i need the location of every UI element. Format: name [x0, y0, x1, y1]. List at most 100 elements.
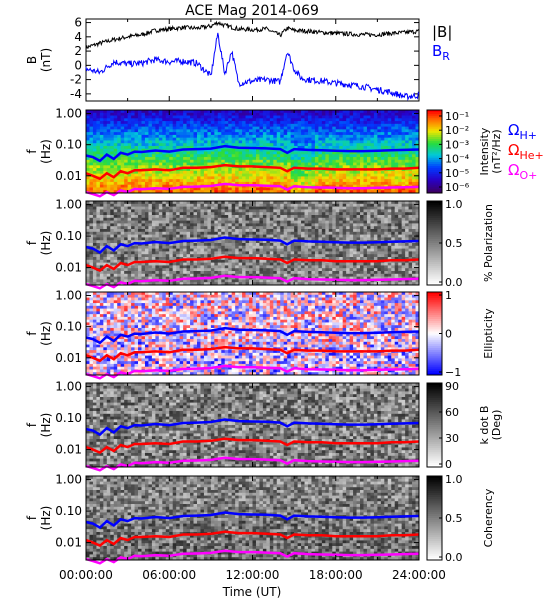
spectrogram-cell — [395, 171, 399, 174]
spectrogram-cell — [166, 249, 170, 252]
spectrogram-cell — [239, 179, 243, 182]
spectrogram-cell — [180, 135, 184, 138]
spectrogram-cell — [131, 251, 135, 254]
spectrogram-cell — [301, 212, 305, 215]
spectrogram-cell — [93, 121, 97, 124]
spectrogram-cell — [114, 240, 118, 243]
spectrogram-cell — [280, 176, 284, 179]
spectrogram-cell — [128, 271, 132, 274]
spectrogram-cell — [110, 251, 114, 254]
spectrogram-cell — [301, 135, 305, 138]
spectrogram-cell — [322, 129, 326, 132]
spectrogram-cell — [128, 229, 132, 232]
spectrogram-cell — [305, 132, 309, 135]
spectrogram-cell — [256, 246, 260, 249]
spectrogram-cell — [176, 160, 180, 163]
spectrogram-cell — [211, 265, 215, 268]
spectrogram-cell — [284, 232, 288, 235]
spectrogram-cell — [114, 274, 118, 277]
spectrogram-cell — [166, 140, 170, 143]
spectrogram-cell — [398, 160, 402, 163]
spectrogram-cell — [263, 116, 267, 119]
spectrogram-cell — [256, 232, 260, 235]
spectrogram-cell — [291, 182, 295, 185]
spectrogram-cell — [187, 249, 191, 252]
spectrogram-cell — [225, 149, 229, 152]
spectrogram-cell — [93, 223, 97, 226]
spectrogram-cell — [169, 246, 173, 249]
spectrogram-cell — [263, 218, 267, 221]
spectrogram-cell — [207, 268, 211, 271]
spectrogram-cell — [402, 113, 406, 116]
spectrogram-cell — [322, 154, 326, 157]
spectrogram-cell — [315, 132, 319, 135]
spectrogram-cell — [166, 165, 170, 168]
spectrogram-cell — [259, 254, 263, 257]
spectrogram-cell — [395, 176, 399, 179]
spectrogram-cell — [190, 246, 194, 249]
spectrogram-cell — [301, 246, 305, 249]
spectrogram-cell — [117, 118, 121, 121]
spectrogram-cell — [110, 279, 114, 282]
spectrogram-cell — [204, 204, 208, 207]
spectrogram-cell — [315, 157, 319, 160]
spectrogram-cell — [232, 187, 236, 190]
spectrogram-cell — [214, 179, 218, 182]
spectrogram-cell — [89, 279, 93, 282]
spectrogram-cell — [284, 209, 288, 212]
spectrogram-cell — [103, 221, 107, 224]
spectrogram-cell — [180, 157, 184, 160]
spectrogram-cell — [121, 274, 125, 277]
spectrogram-cell — [114, 237, 118, 240]
spectrogram-cell — [194, 171, 198, 174]
spectrogram-cell — [218, 221, 222, 224]
spectrogram-cell — [266, 157, 270, 160]
spectrogram-cell — [367, 116, 371, 119]
spectrogram-cell — [173, 132, 177, 135]
spectrogram-cell — [284, 218, 288, 221]
spectrogram-cell — [280, 140, 284, 143]
spectrogram-cell — [207, 207, 211, 210]
spectrogram-cell — [280, 271, 284, 274]
spectrogram-cell — [294, 140, 298, 143]
spectrogram-cell — [190, 118, 194, 121]
spectrogram-cell — [159, 124, 163, 127]
spectrogram-cell — [280, 229, 284, 232]
spectrogram-cell — [298, 229, 302, 232]
spectrogram-cell — [259, 235, 263, 238]
spectrogram-cell — [117, 223, 121, 226]
spectrogram-cell — [169, 132, 173, 135]
spectrogram-cell — [294, 179, 298, 182]
spectrogram-cell — [263, 113, 267, 116]
spectrogram-cell — [166, 209, 170, 212]
spectrogram-cell — [395, 179, 399, 182]
spectrogram-cell — [329, 160, 333, 163]
spectrogram-cell — [124, 135, 128, 138]
spectrogram-cell — [273, 279, 277, 282]
spectrogram-cell — [325, 135, 329, 138]
spectrogram-cell — [405, 154, 409, 157]
spectrogram-cell — [239, 116, 243, 119]
spectrogram-cell — [270, 113, 274, 116]
spectrogram-cell — [200, 187, 204, 190]
spectrogram-cell — [128, 163, 132, 166]
spectrogram-cell — [114, 243, 118, 246]
spectrogram-cell — [298, 140, 302, 143]
spectrogram-cell — [190, 251, 194, 254]
spectrogram-cell — [291, 223, 295, 226]
spectrogram-cell — [270, 116, 274, 119]
spectrogram-cell — [96, 212, 100, 215]
spectrogram-cell — [336, 171, 340, 174]
spectrogram-cell — [249, 246, 253, 249]
spectrogram-cell — [152, 143, 156, 146]
spectrogram-cell — [346, 118, 350, 121]
spectrogram-cell — [235, 265, 239, 268]
spectrogram-cell — [287, 265, 291, 268]
spectrogram-cell — [131, 163, 135, 166]
spectrogram-cell — [194, 232, 198, 235]
spectrogram-cell — [322, 113, 326, 116]
spectrogram-cell — [200, 207, 204, 210]
spectrogram-cell — [114, 223, 118, 226]
spectrogram-cell — [142, 116, 146, 119]
spectrogram-cell — [180, 268, 184, 271]
